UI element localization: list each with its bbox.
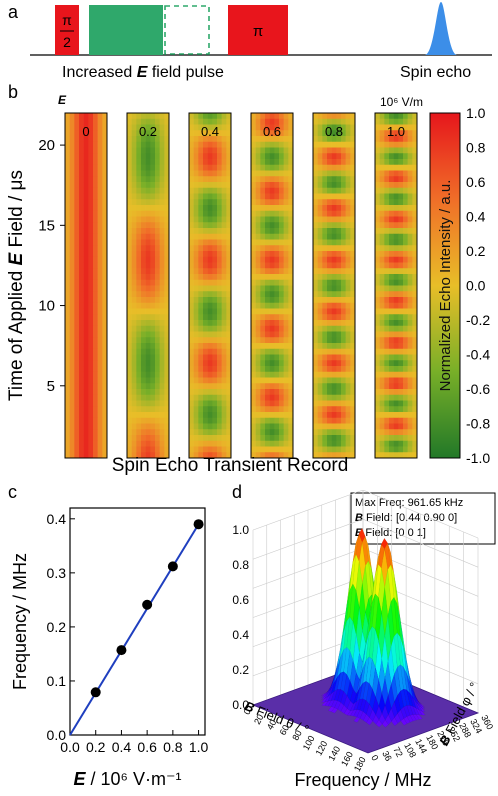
x-axis-label: E / 10⁶ V·m⁻¹ [74,769,182,789]
pulse-caption: Increased E field pulse [62,64,224,81]
x-tick-label: 0.8 [163,739,183,755]
x-tick-label: 0.2 [86,739,106,755]
y-tick-label: 20 [38,137,55,154]
frequency-surface-plot: Max Freq: 961.65 kHz B Field: [0.44 0.90 … [232,490,496,790]
info-e-field: E Field: [0 0 1] [355,527,426,539]
data-point [193,519,204,530]
x-tick-label: 0.4 [112,739,132,755]
info-box [350,492,496,545]
theta-tick-label: 0 [242,707,253,716]
y-axis-label: Time of Applied E Field / μs [6,170,27,401]
theta-tick-label: 60 [278,723,292,737]
x-tick-label: 1.0 [189,739,209,755]
colorbar-tick-label: 0.4 [466,209,486,225]
heatmap-strip [375,113,418,459]
pi-half-pulse [55,5,79,55]
strip-field-label: 0.2 [139,124,157,139]
z-tick-label: 0.4 [232,628,249,642]
y-tick-label: 0.4 [47,511,67,527]
phi-tick-label: 36 [380,749,394,763]
heatmap-strip-border [126,112,170,459]
panel-a-label: a [8,2,19,22]
heatmap-strip-border [374,112,418,459]
y-tick-label: 10 [38,298,55,315]
colorbar-tick-label: -0.2 [466,312,490,328]
colorbar-tick-label: 0.6 [466,174,486,190]
panel-c-label: c [8,482,17,502]
surface-peaks [320,527,426,728]
heatmap-strip-border [250,112,294,459]
panel-d-label: d [232,482,243,502]
data-point [90,687,101,698]
info-max-freq: Max Freq: 961.65 kHz [355,497,463,509]
z-tick-label: 0.8 [232,558,249,572]
colorbar-tick-label: -0.4 [466,347,490,363]
x-tick-label: 0.0 [60,739,80,755]
y-tick-label: 0.0 [47,727,67,743]
colorbar-tick-label: -1.0 [466,450,490,466]
strip-field-label: 0.6 [263,124,281,139]
data-point [167,561,178,572]
y-tick-label: 5 [47,378,55,395]
z-tick-label: 0.2 [232,663,249,677]
panel-b-label: b [8,82,19,102]
pi-pulse [228,5,288,55]
heatmap-strip-border [188,112,232,459]
strip-field-label: 0.8 [325,124,343,139]
info-b-field: B Field: [0.44 0.90 0] [355,512,457,524]
colorbar-tick-label: 0.2 [466,243,486,259]
heatmap-strip [127,113,170,459]
heatmap-strip-border [312,112,356,459]
data-point [116,645,127,656]
pi-half-numerator: π [62,12,72,28]
phi-tick-label: 72 [391,745,405,759]
colorbar-tick-label: 0.8 [466,140,486,156]
colorbar-tick-label: -0.6 [466,381,490,397]
e-field-pulse-dashed [164,5,210,55]
colorbar-tick-label: -0.8 [466,416,490,432]
heatmap-strip [65,113,108,459]
heatmap-strip [251,113,294,459]
phi-tick-label: 0 [369,753,380,762]
pulse-sequence: π 2 π [30,2,492,56]
colorbar-label: Normalized Echo Intensity / a.u. [437,180,454,392]
echo-heatmap: E 10⁶ V/m 0 0.2 0.4 0.6 0.8 1.0 5 10 15 20 Time of A… [6,93,490,476]
surface-x-axis-label: Frequency / MHz [294,770,431,790]
colorbar [429,112,461,459]
x-axis-label: Spin Echo Transient Record [112,455,349,476]
heatmap-strip [189,113,232,459]
y-tick-label: 15 [38,217,55,234]
frequency-vs-field-plot: 0.0 0.2 0.4 0.6 0.8 1.0 0.0 0.1 0.2 0.3 0.4 Frequen… [10,507,209,789]
colorbar-tick-label: 0.0 [466,278,486,294]
z-tick-label: 1.0 [232,523,249,537]
field-header-e: E [58,93,67,107]
field-header-unit: 10⁶ V/m [380,95,423,109]
e-field-pulse-solid [89,5,163,55]
theta-tick-label: 20 [252,713,266,727]
z-tick-label: 0.0 [232,698,249,712]
y-tick-label: 0.1 [47,673,67,689]
z-tick-label: 0.6 [232,593,249,607]
heatmap-strip [313,113,356,459]
plot-frame [69,507,206,736]
y-axis-label: Frequency / MHz [10,553,30,690]
pi-half-denominator: 2 [63,34,71,50]
y-tick-label: 0.3 [47,565,67,581]
strip-field-label: 1.0 [387,124,405,139]
x-tick-label: 0.6 [137,739,157,755]
spin-echo-caption: Spin echo [400,64,472,81]
colorbar-tick-label: 1.0 [466,105,486,121]
fit-line [69,523,200,736]
strip-field-label: 0 [82,124,89,139]
spin-echo-peak [425,2,457,55]
heatmap-strip-border [64,112,108,459]
pi-pulse-label: π [253,23,263,40]
theta-tick-label: 80 [290,729,304,743]
theta-tick-label: 40 [265,718,279,732]
strip-field-label: 0.4 [201,124,219,139]
data-point [142,599,153,610]
y-tick-label: 0.2 [47,619,67,635]
